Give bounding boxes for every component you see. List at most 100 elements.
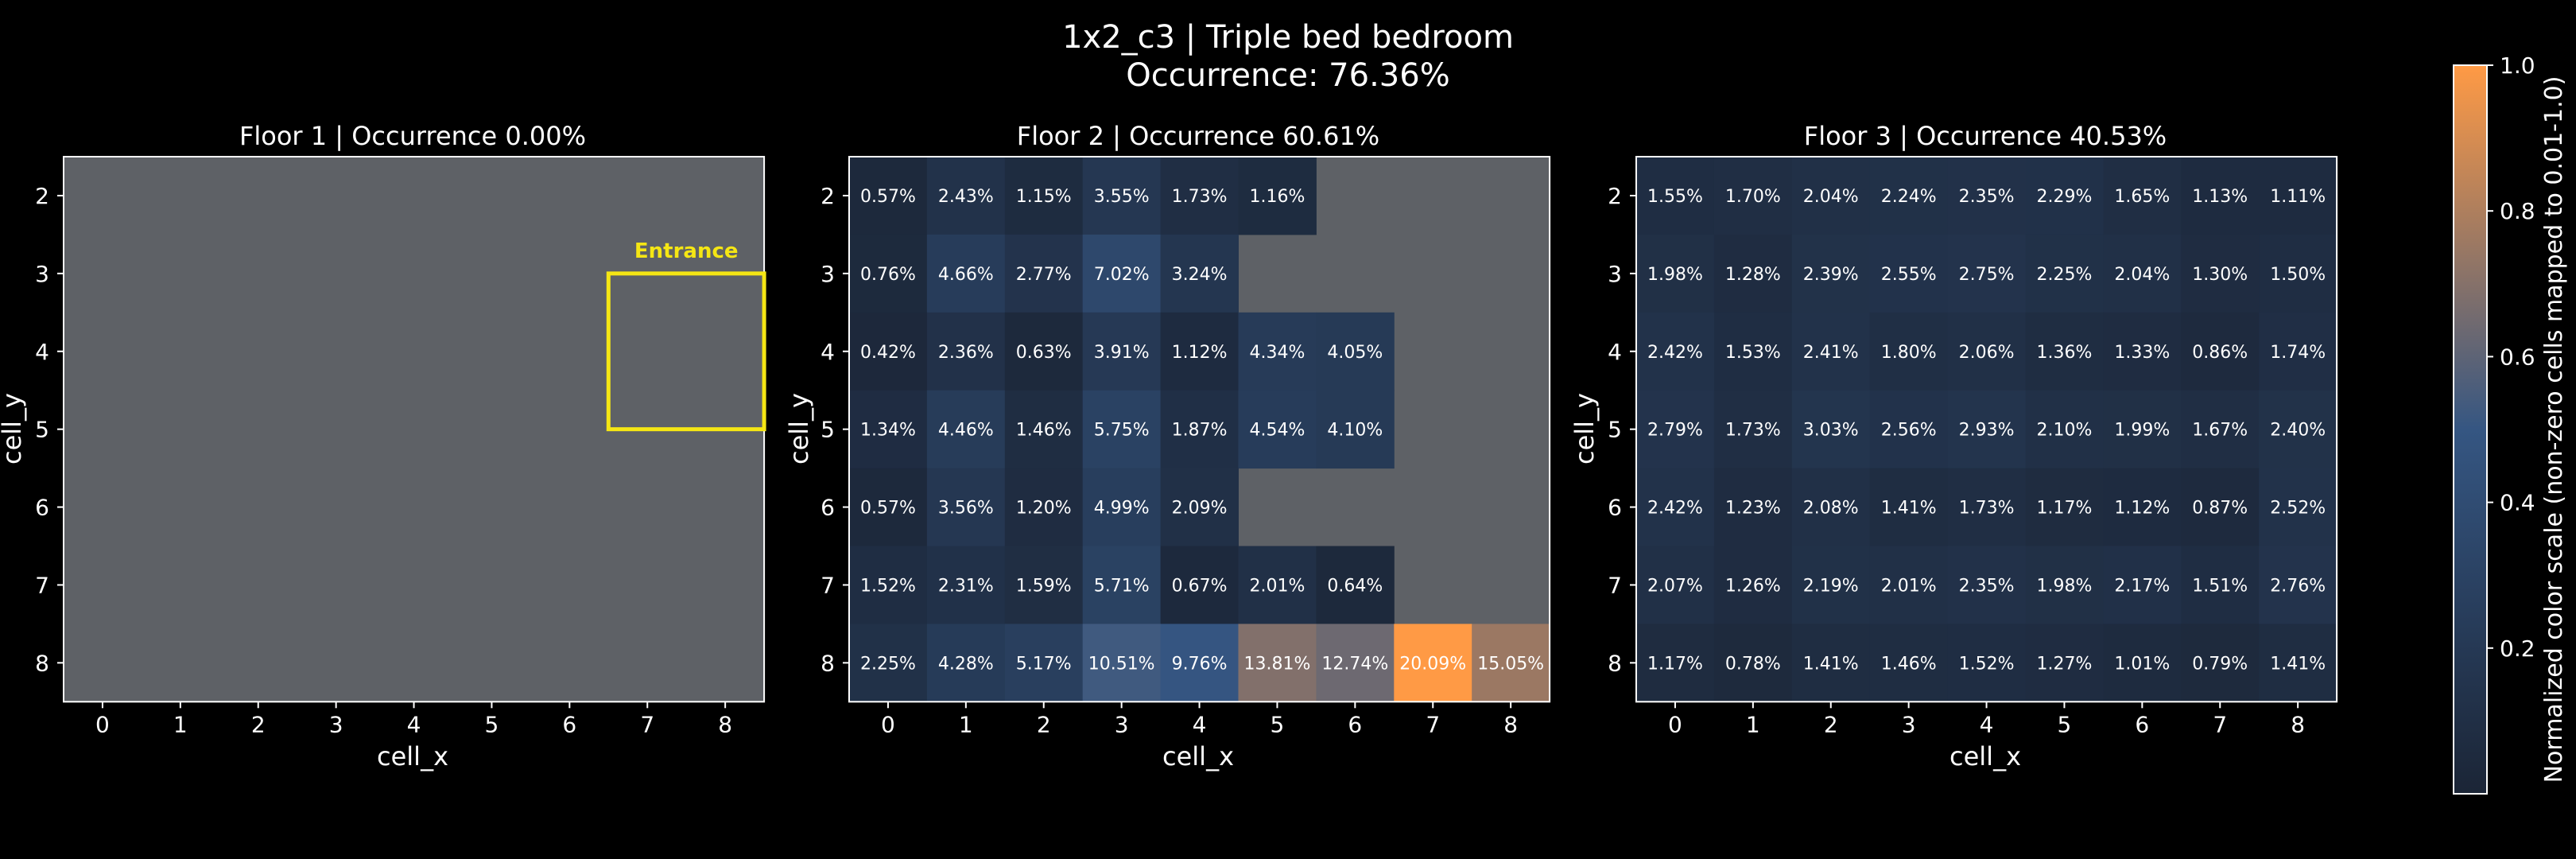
heatmap-cell <box>1947 546 2026 624</box>
heatmap-cell <box>849 312 928 391</box>
cell-value-label: 1.17% <box>1647 654 1703 674</box>
cell-value-label: 1.41% <box>1881 499 1937 519</box>
heatmap-cell <box>1316 624 1395 702</box>
heatmap-cell <box>1636 546 1715 624</box>
cell-value-label: 1.67% <box>2192 421 2248 441</box>
heatmap-cell <box>1160 624 1239 702</box>
cell-value-label: 1.51% <box>2192 576 2248 596</box>
x-tick-label: 2 <box>1824 711 1838 737</box>
x-tick-label: 3 <box>1115 711 1129 737</box>
cell-value-label: 2.76% <box>2270 576 2326 596</box>
colorbar-gradient <box>2453 64 2488 795</box>
heatmap-cell <box>926 312 1006 391</box>
cell-value-label: 1.59% <box>1016 576 1072 596</box>
heatmap-cell <box>2259 546 2337 624</box>
cell-value-label: 2.25% <box>2037 265 2093 285</box>
y-tick-label: 4 <box>1608 339 1622 365</box>
heatmap-cell <box>1869 312 1949 391</box>
cell-value-label: 0.57% <box>860 499 916 519</box>
heatmap-cell <box>1713 468 1793 546</box>
cell-value-label: 2.56% <box>1881 421 1937 441</box>
cell-value-label: 2.52% <box>2270 499 2326 519</box>
cell-value-label: 2.06% <box>1959 343 2015 363</box>
cell-value-label: 1.17% <box>2037 499 2093 519</box>
heatmap-cell <box>849 390 928 469</box>
x-tick-label: 4 <box>1980 711 1994 737</box>
cell-value-label: 1.41% <box>1803 654 1859 674</box>
cell-value-label: 1.11% <box>2270 187 2326 207</box>
cell-value-label: 3.24% <box>1172 265 1228 285</box>
x-tick-label: 7 <box>1426 711 1440 737</box>
y-tick-label: 7 <box>35 572 49 598</box>
heatmap-cell <box>1947 312 2026 391</box>
heatmap-cell <box>2259 312 2337 391</box>
y-tick-label: 4 <box>35 339 49 365</box>
cell-value-label: 1.30% <box>2192 265 2248 285</box>
cell-value-label: 1.50% <box>2270 265 2326 285</box>
x-tick-label: 8 <box>718 711 732 737</box>
cell-value-label: 1.13% <box>2192 187 2248 207</box>
heatmap-cell <box>2181 546 2260 624</box>
ylabel-floor-1: cell_y <box>0 393 27 464</box>
cell-value-label: 1.46% <box>1016 421 1072 441</box>
heatmap-cell <box>2181 468 2260 546</box>
heatmap-cell <box>1713 157 1793 235</box>
heatmap-cell <box>2181 312 2260 391</box>
cell-value-label: 4.66% <box>938 265 994 285</box>
y-tick-label: 2 <box>35 183 49 209</box>
cell-value-label: 1.12% <box>2114 499 2170 519</box>
heatmap-cell <box>1713 312 1793 391</box>
cell-value-label: 1.33% <box>2114 343 2170 363</box>
x-tick-label: 5 <box>2058 711 2072 737</box>
heatmap-cell <box>2181 624 2260 702</box>
heatmap-cell <box>2259 234 2337 313</box>
cell-value-label: 2.10% <box>2037 421 2093 441</box>
cell-value-label: 2.19% <box>1803 576 1859 596</box>
ylabel-floor-3: cell_y <box>1569 393 1600 464</box>
heatmap-cell <box>1004 234 1084 313</box>
cell-value-label: 2.01% <box>1250 576 1305 596</box>
heatmap-cell <box>1082 234 1162 313</box>
heatmap-cell <box>1004 624 1084 702</box>
heatmap-cell <box>1869 468 1949 546</box>
y-tick-label: 6 <box>1608 495 1622 521</box>
xlabel-floor-1: cell_x <box>377 741 448 772</box>
heatmap-cell <box>2181 390 2260 469</box>
ylabel-floor-2: cell_y <box>784 393 814 464</box>
heatmap-cell <box>1082 624 1162 702</box>
cell-value-label: 0.67% <box>1172 576 1228 596</box>
cell-value-label: 2.07% <box>1647 576 1703 596</box>
heatmap-cell <box>1082 312 1162 391</box>
heatmap-cell <box>1791 546 1871 624</box>
cell-value-label: 0.64% <box>1327 576 1383 596</box>
cell-value-label: 2.01% <box>1881 576 1937 596</box>
heatmap-cell <box>1713 546 1793 624</box>
x-tick-label: 6 <box>2135 711 2149 737</box>
y-tick-label: 8 <box>1608 650 1622 676</box>
heatmap-cell <box>1947 468 2026 546</box>
cell-value-label: 1.52% <box>1959 654 2015 674</box>
panel-title-floor-1: Floor 1 | Occurrence 0.00% <box>239 121 586 151</box>
heatmap-cell <box>926 234 1006 313</box>
cell-value-label: 12.74% <box>1321 654 1388 674</box>
cell-value-label: 0.63% <box>1016 343 1072 363</box>
colorbar-tick-label: 0.6 <box>2500 344 2535 370</box>
heatmap-cell <box>1082 468 1162 546</box>
cell-value-label: 1.98% <box>2037 576 2093 596</box>
heatmap-cell <box>1636 234 1715 313</box>
heatmap-cell <box>1160 390 1239 469</box>
heatmap-panel-floor-2: 0.57% 2.43% 1.15% 3.55% 1.73% 1.16% 0.76% 4.66%… <box>821 156 1551 737</box>
entrance-label: Entrance <box>634 239 739 263</box>
cell-value-label: 1.52% <box>860 576 916 596</box>
y-tick-label: 8 <box>821 650 835 676</box>
cell-value-label: 2.40% <box>2270 421 2326 441</box>
cell-value-label: 3.55% <box>1094 187 1150 207</box>
heatmap-cell <box>1869 157 1949 235</box>
x-tick-label: 2 <box>1037 711 1051 737</box>
x-tick-label: 6 <box>562 711 576 737</box>
heatmap-cell <box>1082 546 1162 624</box>
figure-title-line1: 1x2_c3 | Triple bed bedroom <box>1062 19 1514 56</box>
y-tick-label: 4 <box>821 339 835 365</box>
figure-title-line2: Occurrence: 76.36% <box>1126 57 1449 94</box>
cell-value-label: 0.86% <box>2192 343 2248 363</box>
